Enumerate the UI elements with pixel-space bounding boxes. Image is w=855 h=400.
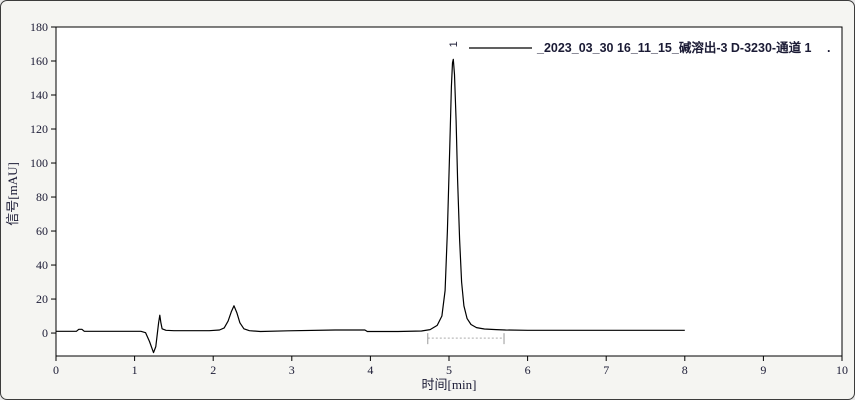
x-tick-label: 2	[210, 363, 216, 377]
x-tick-label: 3	[289, 363, 295, 377]
y-tick-label: 140	[30, 88, 48, 102]
y-tick-label: 180	[30, 20, 48, 34]
x-tick-label: 1	[132, 363, 138, 377]
y-tick-label: 120	[30, 122, 48, 136]
x-axis-title: 时间[min]	[422, 377, 477, 392]
x-tick-label: 4	[367, 363, 373, 377]
x-tick-label: 5	[446, 363, 452, 377]
y-tick-label: 0	[42, 326, 48, 340]
y-tick-label: 20	[36, 292, 48, 306]
plot-frame	[55, 26, 843, 357]
peak-number-label: 1	[448, 41, 460, 47]
x-tick-label: 10	[836, 363, 848, 377]
y-axis-title: 信号[mAU]	[5, 162, 20, 226]
y-tick-label: 40	[36, 258, 48, 272]
y-tick-label: 60	[36, 224, 48, 238]
x-tick-label: 8	[682, 363, 688, 377]
y-tick-label: 100	[30, 156, 48, 170]
x-tick-label: 6	[525, 363, 531, 377]
signal-trace	[56, 58, 685, 354]
x-tick-label: 9	[760, 363, 766, 377]
x-tick-label: 7	[603, 363, 609, 377]
legend-suffix-dot: .	[827, 41, 830, 55]
y-tick-label: 160	[30, 54, 48, 68]
x-tick-label: 0	[53, 363, 59, 377]
y-tick-label: 80	[36, 190, 48, 204]
legend-label: _2023_03_30 16_11_15_碱溶出-3 D-3230-通道 1	[536, 40, 812, 55]
legend: _2023_03_30 16_11_15_碱溶出-3 D-3230-通道 1 .	[469, 40, 830, 55]
